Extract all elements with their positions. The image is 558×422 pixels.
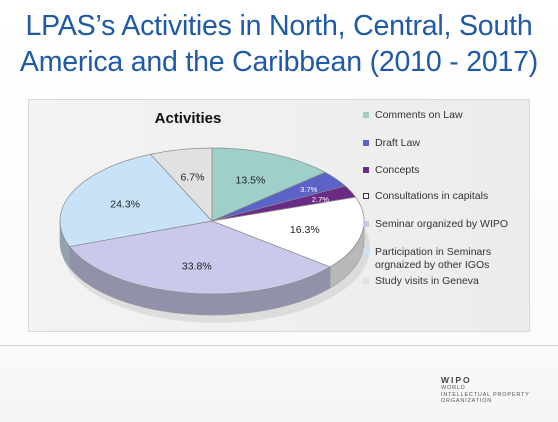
pie-data-label: 33.8%	[182, 261, 212, 273]
legend-label-line-2: orgnaized by other IGOs	[375, 259, 490, 271]
legend-swatch	[363, 167, 369, 173]
chart-panel: 13.5% 3.7% 2.7% 16.3% 33.8% 24.3% 6.7% Activit…	[28, 99, 530, 332]
footer-divider	[0, 345, 558, 346]
legend-label: Consultations in capitals	[375, 190, 489, 202]
slide-title-line-2: America and the Caribbean (2010 - 2017)	[19, 46, 539, 78]
chart-title: Activities	[154, 110, 222, 127]
slide-title: LPAS’s Activities in North, Central, Sou…	[0, 8, 558, 80]
pie-slice	[68, 220, 331, 295]
pie-chart: 13.5% 3.7%2.7% 16.3% 33.8% 24.3% 6.7%	[59, 147, 370, 323]
legend-label: Concepts	[375, 164, 420, 176]
legend-swatch	[363, 140, 369, 146]
legend-label: Comments on Law	[375, 109, 463, 121]
pie-data-label: 2.7%	[312, 195, 329, 204]
logo-wordmark: WIPO	[441, 375, 472, 385]
legend-swatch	[363, 221, 369, 227]
legend-swatch	[363, 249, 369, 255]
legend-label-line-1: Participation in Seminars	[375, 246, 492, 258]
legend-label: Study visits in Geneva	[375, 275, 479, 287]
pie-data-label: 24.3%	[110, 198, 140, 210]
pie-data-label: 13.5%	[236, 175, 266, 187]
pie-slice	[149, 147, 213, 222]
legend-swatch	[363, 112, 369, 118]
legend-label: Seminar organized by WIPO	[375, 218, 509, 230]
slide-title-line-1: LPAS’s Activities in North, Central, Sou…	[25, 10, 533, 42]
legend-label: Draft Law	[375, 137, 420, 149]
pie-data-label: 16.3%	[290, 224, 320, 236]
logo-line-1: WORLD	[441, 385, 466, 391]
legend-swatch	[363, 278, 369, 284]
pie-slice	[59, 153, 213, 247]
pie-data-label: 3.7%	[300, 185, 317, 194]
logo-line-3: ORGANIZATION	[441, 398, 493, 404]
pie-slice	[210, 196, 365, 268]
legend-swatch	[363, 193, 369, 199]
wipo-logo: WIPO WORLD INTELLECTUAL PROPERTY ORGANIZ…	[441, 375, 530, 405]
logo-line-2: INTELLECTUAL PROPERTY	[441, 391, 530, 398]
pie-data-label: 6.7%	[181, 172, 205, 184]
legend-label: Participation in Seminars orgnaized by o…	[375, 246, 527, 272]
pie-slice	[211, 147, 326, 222]
